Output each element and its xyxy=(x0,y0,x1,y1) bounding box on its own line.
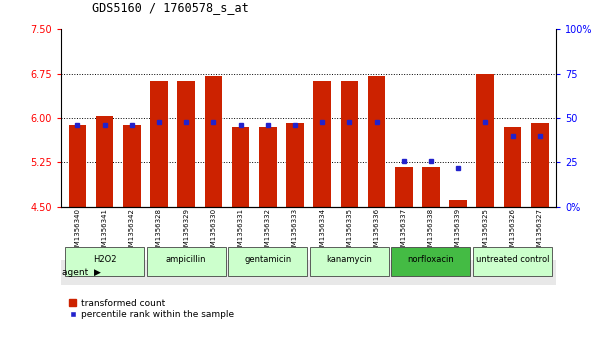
Bar xyxy=(313,81,331,207)
Bar xyxy=(205,77,222,207)
Text: kanamycin: kanamycin xyxy=(326,255,372,264)
Bar xyxy=(68,125,86,207)
Bar xyxy=(477,73,494,207)
Bar xyxy=(150,81,168,207)
Bar xyxy=(503,127,521,207)
Text: untreated control: untreated control xyxy=(476,255,549,264)
Bar xyxy=(449,200,467,207)
Text: agent  ▶: agent ▶ xyxy=(62,268,101,277)
Bar xyxy=(96,116,114,207)
Text: H2O2: H2O2 xyxy=(93,255,116,264)
Legend: transformed count, percentile rank within the sample: transformed count, percentile rank withi… xyxy=(65,295,238,323)
Text: norfloxacin: norfloxacin xyxy=(408,255,455,264)
Bar xyxy=(259,127,277,207)
Text: gentamicin: gentamicin xyxy=(244,255,291,264)
Text: GDS5160 / 1760578_s_at: GDS5160 / 1760578_s_at xyxy=(92,1,249,15)
Bar xyxy=(177,81,195,207)
Bar xyxy=(368,77,386,207)
Text: ampicillin: ampicillin xyxy=(166,255,207,264)
Bar xyxy=(395,167,412,207)
Bar xyxy=(232,127,249,207)
Bar xyxy=(340,81,358,207)
Bar xyxy=(422,167,440,207)
Bar xyxy=(531,123,549,207)
Bar xyxy=(123,125,141,207)
Bar xyxy=(286,123,304,207)
